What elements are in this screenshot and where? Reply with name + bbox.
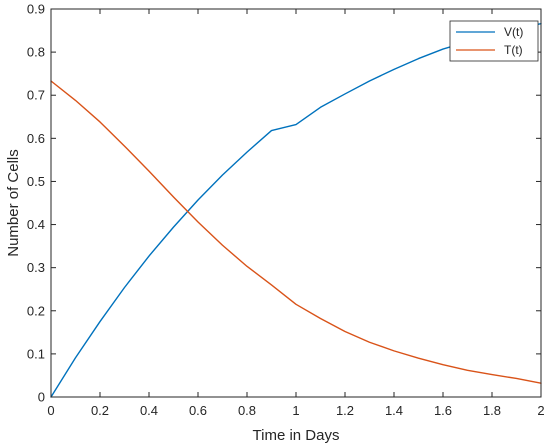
y-tick-label: 0.3 bbox=[27, 260, 45, 275]
legend: V(t) T(t) bbox=[449, 20, 539, 62]
x-tick-label: 1.2 bbox=[336, 403, 354, 418]
y-tick-label: 0.8 bbox=[27, 45, 45, 60]
x-tick-label: 1.8 bbox=[483, 403, 501, 418]
x-tick-label: 0.2 bbox=[91, 403, 109, 418]
x-tick-label: 1.6 bbox=[434, 403, 452, 418]
y-axis-title: Number of Cells bbox=[5, 149, 22, 257]
legend-label-t: T(t) bbox=[504, 43, 523, 57]
x-axis-title: Time in Days bbox=[253, 427, 340, 444]
x-tick-label: 2 bbox=[537, 403, 544, 418]
y-tick-label: 0.2 bbox=[27, 303, 45, 318]
x-tick-label: 0 bbox=[47, 403, 54, 418]
x-tick-label: 0.6 bbox=[189, 403, 207, 418]
plot-area bbox=[51, 9, 541, 397]
legend-label-v: V(t) bbox=[504, 25, 523, 39]
y-tick-label: 0.9 bbox=[27, 2, 45, 17]
y-tick-label: 0 bbox=[38, 390, 45, 405]
y-tick-label: 0.7 bbox=[27, 88, 45, 103]
y-tick-label: 0.1 bbox=[27, 346, 45, 361]
y-tick-label: 0.4 bbox=[27, 217, 45, 232]
y-tick-label: 0.5 bbox=[27, 174, 45, 189]
x-tick-label: 0.4 bbox=[140, 403, 158, 418]
legend-box bbox=[449, 20, 539, 62]
x-tick-label: 1 bbox=[292, 403, 299, 418]
y-tick-label: 0.6 bbox=[27, 131, 45, 146]
series-line-t bbox=[50, 80, 542, 384]
plot-frame bbox=[50, 8, 542, 398]
x-tick-label: 1.4 bbox=[385, 403, 403, 418]
ticks-layer: 0 0.2 0.4 0.6 0.8 1 1.2 1.4 1.6 1.8 2 0 0.1 0.2 0.3 0.4… bbox=[27, 2, 545, 419]
x-tick-label: 0.8 bbox=[238, 403, 256, 418]
